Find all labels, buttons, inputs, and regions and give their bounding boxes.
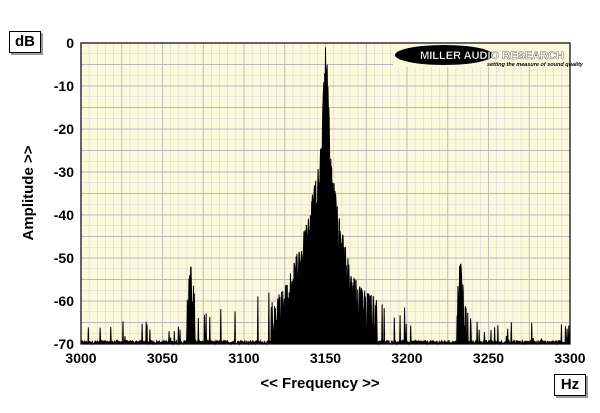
logo-tagline: setting the measure of sound quality [487, 62, 584, 68]
logo-wordmark: MILLER AUDIO RESEARCH [420, 50, 564, 62]
y-tick-label: -40 [54, 207, 74, 223]
y-tick-label: -10 [54, 78, 74, 94]
logo-ellipse [395, 45, 493, 65]
brand-logo: MILLER AUDIO RESEARCH setting the measur… [393, 44, 584, 68]
y-axis-title: Amplitude >> [20, 145, 37, 240]
y-tick-label: 0 [66, 35, 74, 51]
x-tick-label: 3200 [391, 350, 422, 366]
y-unit-label: dB [9, 31, 41, 53]
y-tick-label: -50 [54, 250, 74, 266]
x-tick-label: 3300 [554, 350, 585, 366]
spectrum-trace [80, 47, 571, 346]
y-tick-label: -70 [54, 336, 74, 352]
y-tick-label: -30 [54, 164, 74, 180]
plot-frame [80, 42, 571, 345]
y-tick-label: -20 [54, 121, 74, 137]
x-tick-labels: 3000 3050 3100 3150 3200 3250 3300 [65, 350, 585, 366]
y-tick-label: -60 [54, 293, 74, 309]
x-axis-title: << Frequency >> [260, 375, 379, 392]
x-tick-label: 3000 [65, 350, 96, 366]
x-unit-label: Hz [554, 374, 586, 396]
x-tick-label: 3100 [228, 350, 259, 366]
x-tick-label: 3050 [147, 350, 178, 366]
y-tick-labels: 0 -10 -20 -30 -40 -50 -60 -70 [54, 35, 74, 352]
x-tick-label: 3250 [473, 350, 504, 366]
x-tick-label: 3150 [310, 350, 341, 366]
